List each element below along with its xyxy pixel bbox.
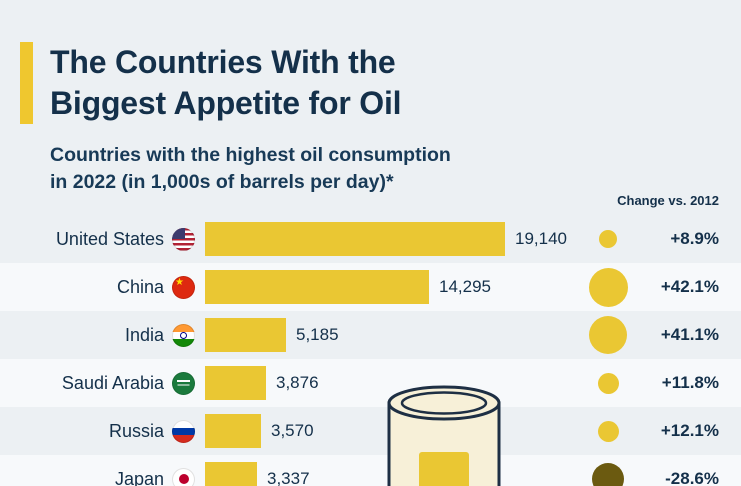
header: The Countries With the Biggest Appetite … [20, 42, 402, 124]
bar-area: 3,337 [205, 462, 585, 486]
dot-cell [585, 316, 631, 354]
change-label: -28.6% [665, 469, 719, 486]
bar-area: 19,140 [205, 222, 585, 256]
consumption-bar [205, 222, 505, 256]
chart-row: Japan 3,337 -28.6% [0, 455, 741, 486]
value-label: 3,876 [276, 373, 319, 392]
page-title-line2: Biggest Appetite for Oil [50, 85, 402, 121]
chart-row: Russia 3,570 +12.1% [0, 407, 741, 455]
flag-japan-icon [172, 467, 195, 486]
bar-area: 3,876 [205, 366, 585, 400]
change-dot [588, 267, 628, 307]
oil-barrel-icon [387, 385, 501, 486]
value-label: 3,570 [271, 421, 314, 440]
dot-cell [585, 267, 631, 307]
chart-row: Saudi Arabia 3,876 +11.8% [0, 359, 741, 407]
title-accent-bar [20, 42, 33, 124]
page-subtitle: Countries with the highest oil consumpti… [50, 142, 451, 196]
consumption-bar [205, 318, 286, 352]
flag-saudi-arabia-icon [172, 371, 195, 395]
flag-india-icon [172, 323, 195, 347]
change-label: +11.8% [661, 373, 719, 392]
chart-row: India 5,185 +41.1% [0, 311, 741, 359]
change-label: +41.1% [660, 325, 719, 344]
country-label: China [116, 276, 164, 297]
consumption-bar [205, 414, 261, 448]
change-label: +42.1% [660, 277, 719, 296]
dot-cell [585, 372, 631, 394]
chart-row: United States 19,140 +8.9% [0, 215, 741, 263]
change-dot [597, 420, 619, 442]
subtitle-line1: Countries with the highest oil consumpti… [50, 144, 451, 166]
chart-row: China 14,295 +42.1% [0, 263, 741, 311]
country-label: Saudi Arabia [61, 372, 164, 393]
flag-russia-icon [172, 419, 195, 443]
change-column-header: Change vs. 2012 [617, 193, 719, 208]
country-label: United States [55, 228, 164, 249]
consumption-bar [205, 270, 429, 304]
change-dot [592, 463, 624, 486]
dot-cell [585, 420, 631, 442]
change-label: +12.1% [660, 421, 719, 440]
value-label: 5,185 [296, 325, 339, 344]
country-label: Russia [108, 420, 164, 441]
consumption-bar [205, 462, 257, 486]
subtitle-line2: in 2022 (in 1,000s of barrels per day)* [50, 171, 394, 193]
change-label: +8.9% [670, 229, 719, 248]
flag-united-states-icon [172, 227, 195, 251]
country-label: India [124, 324, 164, 345]
change-dot [589, 316, 627, 354]
page-title-line1: The Countries With the [50, 44, 396, 80]
dot-cell [585, 463, 631, 486]
country-label: Japan [114, 468, 164, 486]
page-title: The Countries With the Biggest Appetite … [50, 42, 402, 124]
consumption-bar [205, 366, 266, 400]
value-label: 19,140 [515, 229, 567, 248]
value-label: 14,295 [439, 277, 491, 296]
bar-area: 14,295 [205, 270, 585, 304]
value-label: 3,337 [267, 469, 310, 486]
bar-area: 5,185 [205, 318, 585, 352]
chart-rows: United States 19,140 +8.9% China 14,295 … [0, 215, 741, 486]
change-dot [597, 372, 619, 394]
change-dot [599, 230, 617, 248]
dot-cell [585, 230, 631, 248]
bar-area: 3,570 [205, 414, 585, 448]
flag-china-icon [172, 275, 195, 299]
